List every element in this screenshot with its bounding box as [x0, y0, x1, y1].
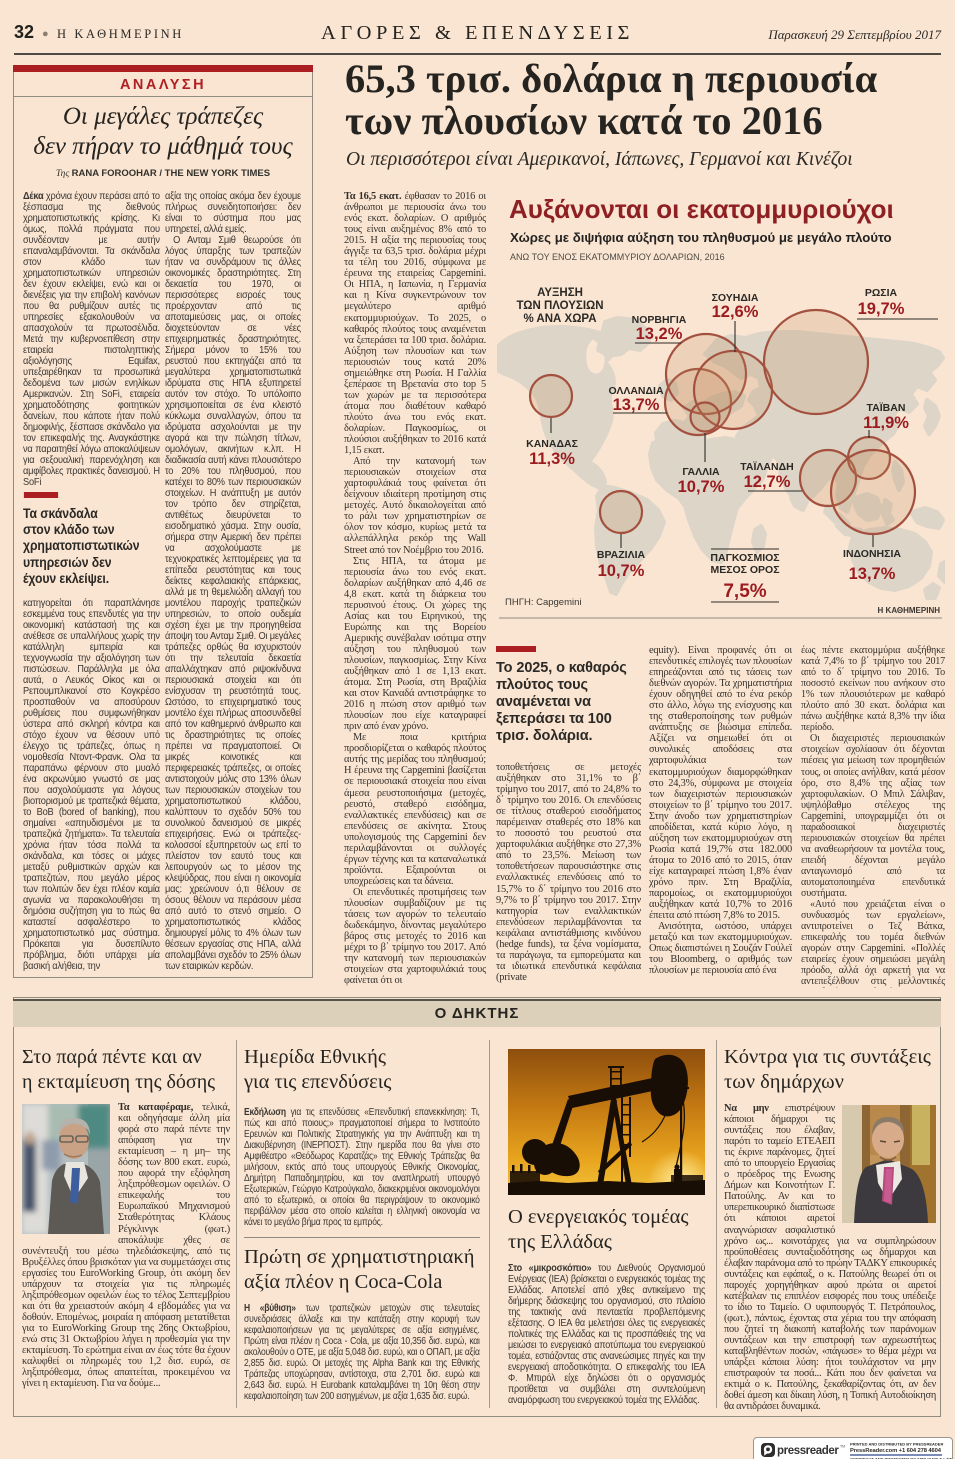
svg-text:ΤΑΪΒΑΝ: ΤΑΪΒΑΝ	[867, 401, 906, 414]
svg-text:ΜΕΣΟΣ ΟΡΟΣ: ΜΕΣΟΣ ΟΡΟΣ	[710, 564, 779, 576]
svg-text:ΟΛΛΑΝΔΙΑ: ΟΛΛΑΝΔΙΑ	[608, 385, 664, 397]
svg-text:ΠΑΓΚΟΣΜΙΟΣ: ΠΑΓΚΟΣΜΙΟΣ	[710, 552, 779, 564]
svg-text:ΝΟΡΒΗΓΙΑ: ΝΟΡΒΗΓΙΑ	[632, 314, 687, 326]
svg-text:19,7%: 19,7%	[858, 300, 905, 318]
svg-text:pressreader: pressreader	[777, 1445, 839, 1457]
svg-text:% ΑΝΑ ΧΩΡΑ: % ΑΝΑ ΧΩΡΑ	[523, 313, 596, 325]
svg-text:PRINTED AND DISTRIBUTED BY PRE: PRINTED AND DISTRIBUTED BY PRESSREADER	[850, 1442, 943, 1447]
svg-text:10,7%: 10,7%	[678, 478, 725, 496]
svg-text:ΚΑΝΑΔΑΣ: ΚΑΝΑΔΑΣ	[526, 438, 578, 450]
svg-text:13,7%: 13,7%	[849, 565, 896, 583]
svg-text:ΣΟΥΗΔΙΑ: ΣΟΥΗΔΙΑ	[712, 292, 759, 304]
svg-text:7,5%: 7,5%	[723, 581, 766, 602]
svg-text:11,3%: 11,3%	[529, 450, 575, 468]
svg-text:PressReader.com +1 604 278 46: PressReader.com +1 604 278 4604	[850, 1448, 942, 1454]
svg-text:ΒΡΑΖΙΛΙΑ: ΒΡΑΖΙΛΙΑ	[597, 549, 646, 561]
svg-text:ΓΑΛΛΙΑ: ΓΑΛΛΙΑ	[682, 466, 720, 478]
svg-text:11,9%: 11,9%	[863, 414, 909, 432]
svg-text:ΤΑΪΛΑΝΔΗ: ΤΑΪΛΑΝΔΗ	[740, 460, 793, 473]
svg-text:COPYRIGHT AND PROTECTED BY APP: COPYRIGHT AND PROTECTED BY APPLICABLE LA…	[850, 1456, 952, 1459]
svg-text:ΙΝΔΟΝΗΣΙΑ: ΙΝΔΟΝΗΣΙΑ	[843, 548, 901, 560]
svg-text:13,7%: 13,7%	[613, 396, 660, 414]
svg-text:10,7%: 10,7%	[598, 562, 645, 580]
svg-text:ΡΩΣΙΑ: ΡΩΣΙΑ	[865, 287, 898, 299]
svg-text:Αυξάνονται οι εκατομμυριούχοι: Αυξάνονται οι εκατομμυριούχοι	[509, 194, 894, 224]
svg-text:TM: TM	[840, 1445, 845, 1449]
svg-text:ΠΗΓΗ: Capgemini: ΠΗΓΗ: Capgemini	[505, 597, 582, 608]
svg-text:Η ΚΑΘΗΜΕΡΙΝΗ: Η ΚΑΘΗΜΕΡΙΝΗ	[878, 606, 941, 615]
svg-text:ΑΥΞΗΣΗ: ΑΥΞΗΣΗ	[537, 287, 583, 299]
svg-text:ΑΝΩ ΤΟΥ ΕΝΟΣ ΕΚΑΤΟΜΜΥΡΙΟΥ ΔΟΛΑ: ΑΝΩ ΤΟΥ ΕΝΟΣ ΕΚΑΤΟΜΜΥΡΙΟΥ ΔΟΛΑΡΙΩΝ, 2016	[510, 252, 725, 262]
svg-text:12,7%: 12,7%	[744, 473, 791, 491]
svg-text:13,2%: 13,2%	[636, 325, 683, 343]
svg-text:12,6%: 12,6%	[712, 303, 759, 321]
svg-text:ΤΩΝ ΠΛΟΥΣΙΩΝ: ΤΩΝ ΠΛΟΥΣΙΩΝ	[516, 300, 603, 312]
svg-text:Χώρες με διψήφια αύξηση του πλ: Χώρες με διψήφια αύξηση του πληθυσμού με…	[510, 230, 892, 245]
